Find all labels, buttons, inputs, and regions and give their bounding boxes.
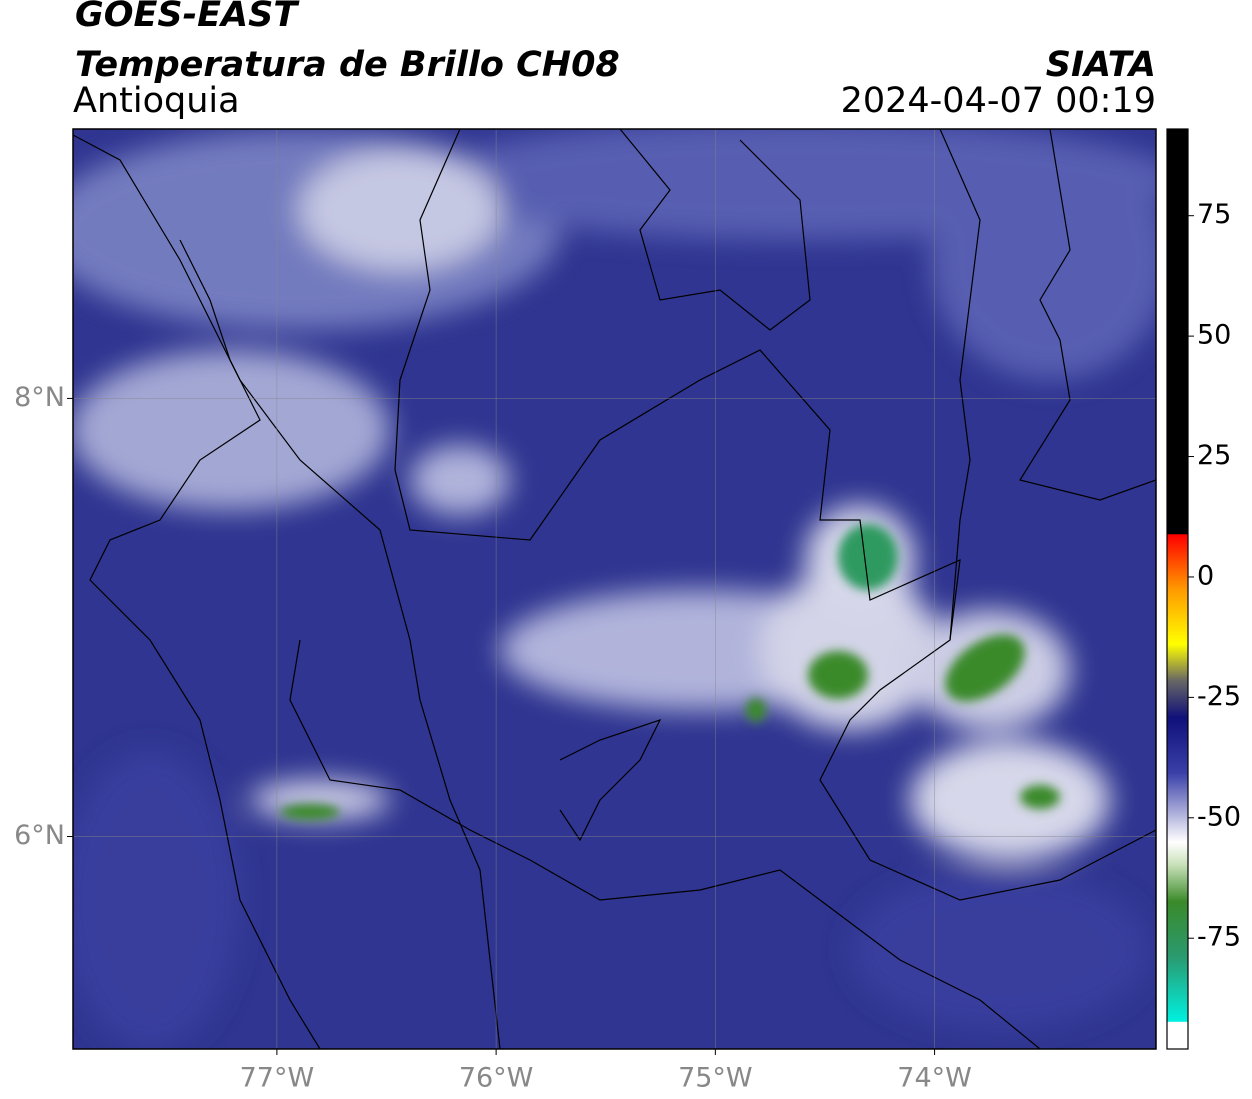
x-tick-label: 75°W <box>678 1063 753 1094</box>
x-tick-label: 77°W <box>240 1063 315 1094</box>
map-frame <box>72 128 1157 1050</box>
colorbar-tick-label: -25 <box>1197 681 1241 712</box>
y-tick-label: 6°N <box>14 820 65 851</box>
colorbar-tick-label: 75 <box>1197 199 1231 230</box>
source: SIATA <box>1046 45 1156 85</box>
subtitle: Temperatura de Brillo CH08 <box>75 45 620 85</box>
colorbar-tick-label: -75 <box>1197 922 1241 953</box>
x-tick-label: 76°W <box>459 1063 534 1094</box>
colorbar-tick-label: 50 <box>1197 320 1231 351</box>
title: GOES-EAST <box>75 0 300 35</box>
x-tick-label: 74°W <box>897 1063 972 1094</box>
colorbar-tick-label: 0 <box>1197 560 1214 591</box>
colorbar-tick-label: -50 <box>1197 801 1241 832</box>
timestamp: 2024-04-07 00:19 <box>841 81 1156 121</box>
colorbar <box>1166 128 1189 1050</box>
map-image <box>73 129 1156 1049</box>
region: Antioquia <box>73 81 240 121</box>
y-tick-label: 8°N <box>14 382 65 413</box>
colorbar-tick-label: 25 <box>1197 440 1231 471</box>
